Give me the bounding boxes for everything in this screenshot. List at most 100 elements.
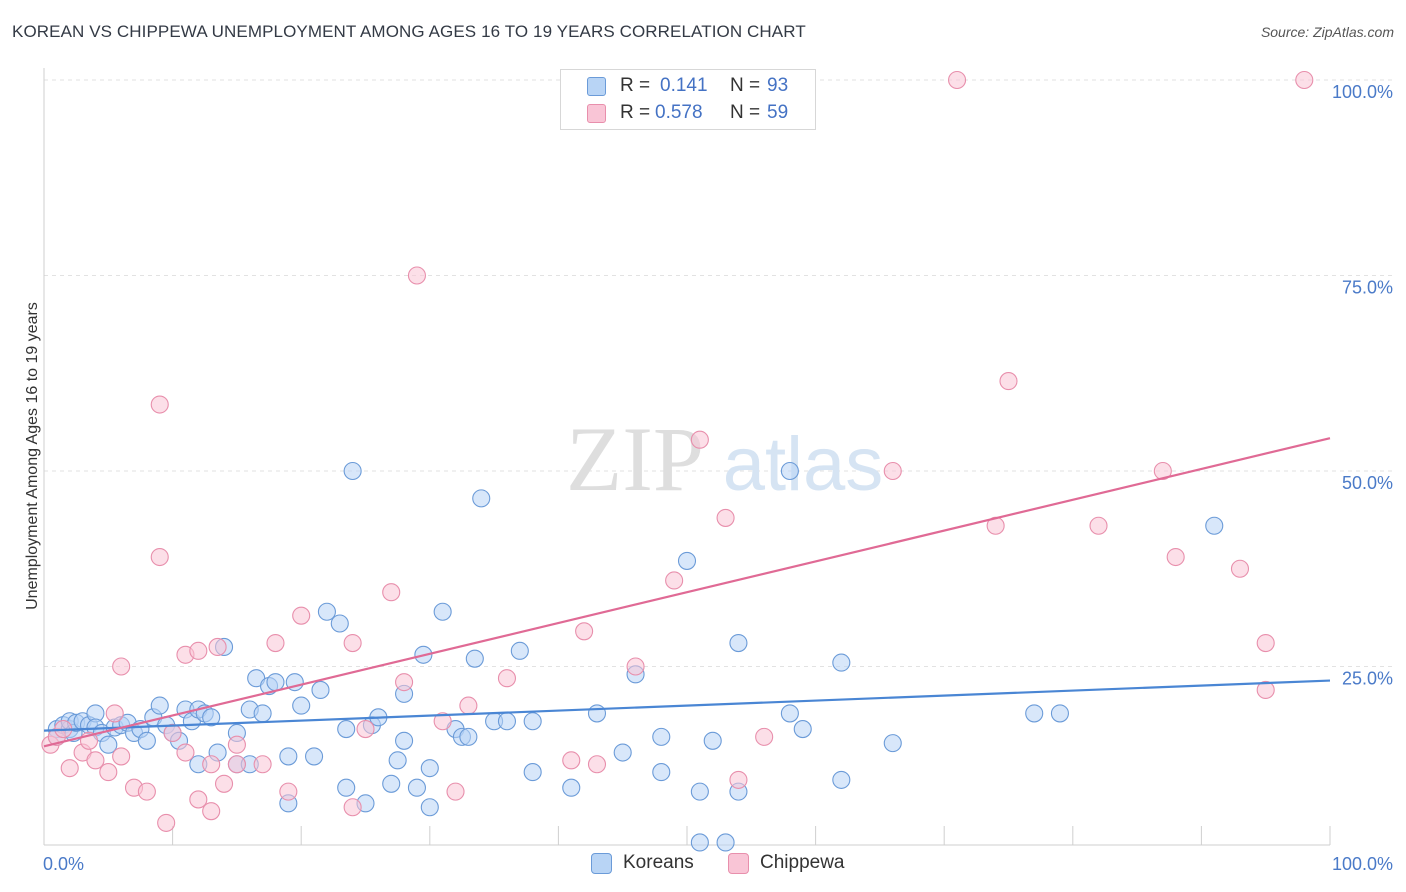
point-chippewa	[214, 774, 234, 793]
watermark: ZIP atlas	[566, 408, 883, 510]
point-chippewa	[105, 704, 124, 723]
legend-n-value-koreans: 93	[767, 75, 789, 96]
point-koreans	[613, 743, 632, 762]
point-chippewa	[665, 571, 684, 590]
point-koreans	[343, 461, 362, 481]
point-koreans	[420, 759, 439, 778]
point-chippewa	[189, 641, 208, 660]
point-koreans	[690, 782, 709, 801]
point-chippewa	[112, 657, 131, 676]
bottom-legend-label-chippewa: Chippewa	[760, 852, 845, 873]
point-chippewa	[948, 70, 967, 90]
point-koreans	[433, 602, 452, 621]
point-chippewa	[407, 266, 426, 285]
point-chippewa	[1256, 680, 1275, 700]
x-tick-label-max: 100.0%	[1332, 854, 1393, 874]
point-chippewa	[1295, 70, 1314, 90]
point-koreans	[330, 614, 349, 633]
point-koreans	[472, 489, 491, 508]
point-chippewa	[433, 712, 452, 731]
trend-lines	[43, 437, 1331, 748]
watermark-atlas: atlas	[723, 422, 884, 507]
point-koreans	[523, 763, 542, 782]
point-koreans	[1205, 516, 1224, 535]
point-chippewa	[395, 673, 414, 692]
bottom-legend-koreans: Koreans	[591, 851, 711, 877]
point-chippewa	[883, 461, 902, 481]
axes	[43, 68, 1331, 846]
point-chippewa	[446, 782, 465, 801]
point-koreans	[780, 704, 799, 723]
point-chippewa	[99, 763, 118, 782]
point-koreans	[266, 673, 285, 692]
point-chippewa	[253, 755, 272, 774]
point-chippewa	[575, 622, 594, 641]
point-koreans	[137, 731, 156, 750]
point-koreans	[292, 696, 311, 715]
point-chippewa	[189, 790, 208, 809]
legend-swatch-koreans	[587, 77, 606, 96]
point-koreans	[382, 774, 401, 793]
point-koreans	[420, 798, 439, 817]
legend-row-chippewa: R = 0.578 N = 59	[587, 102, 807, 126]
point-chippewa	[227, 735, 246, 754]
point-koreans	[780, 461, 799, 481]
y-tick-label: 100.0%	[1332, 82, 1393, 102]
point-chippewa	[1166, 547, 1185, 567]
point-koreans	[1025, 704, 1044, 723]
point-koreans	[677, 551, 697, 570]
chart-title: KOREAN VS CHIPPEWA UNEMPLOYMENT AMONG AG…	[12, 22, 806, 41]
legend-n-label: N =	[730, 102, 761, 123]
point-koreans	[832, 653, 851, 672]
point-chippewa	[86, 751, 105, 770]
legend-r-value-chippewa: 0.578	[655, 102, 703, 123]
point-chippewa	[716, 508, 735, 527]
point-koreans	[793, 720, 812, 739]
bottom-legend-chippewa: Chippewa	[728, 851, 858, 877]
bottom-legend-label-koreans: Koreans	[623, 852, 694, 873]
point-chippewa	[150, 547, 169, 567]
point-koreans	[311, 680, 330, 700]
trend-line-koreans	[43, 679, 1331, 732]
point-koreans	[337, 720, 356, 739]
point-chippewa	[1153, 461, 1172, 481]
point-chippewa	[1256, 633, 1275, 653]
point-chippewa	[292, 606, 311, 625]
legend-stats: R = 0.141 N = 93 R = 0.578 N = 59	[560, 69, 816, 130]
point-chippewa	[279, 782, 298, 801]
point-koreans	[690, 833, 709, 852]
point-koreans	[395, 731, 414, 750]
point-koreans	[497, 712, 517, 731]
point-koreans	[459, 727, 478, 746]
point-chippewa	[343, 633, 362, 653]
point-chippewa	[163, 723, 182, 743]
point-chippewa	[459, 696, 478, 715]
point-koreans	[465, 649, 484, 668]
point-chippewa	[356, 720, 375, 739]
point-chippewa	[60, 759, 79, 778]
point-koreans	[587, 704, 607, 723]
bottom-legend-swatch-koreans	[591, 853, 612, 874]
bottom-legend-swatch-chippewa	[728, 853, 749, 874]
y-tick-label: 50.0%	[1342, 473, 1393, 493]
point-chippewa	[208, 637, 227, 657]
point-chippewa	[343, 798, 362, 817]
point-chippewa	[266, 633, 285, 653]
point-koreans	[652, 763, 671, 782]
legend-row-koreans: R = 0.141 N = 93	[587, 75, 807, 99]
point-koreans	[388, 751, 407, 770]
point-koreans	[510, 641, 529, 660]
point-koreans	[337, 778, 356, 797]
point-chippewa	[202, 802, 221, 821]
point-koreans	[703, 731, 722, 750]
point-chippewa	[150, 395, 169, 414]
y-tick-label: 25.0%	[1342, 669, 1393, 689]
point-chippewa	[137, 782, 156, 801]
point-koreans	[883, 734, 902, 753]
point-chippewa	[755, 727, 774, 746]
point-chippewa	[562, 751, 581, 770]
point-koreans	[832, 770, 851, 789]
point-chippewa	[729, 770, 748, 789]
legend-r-label: R =	[620, 102, 651, 123]
